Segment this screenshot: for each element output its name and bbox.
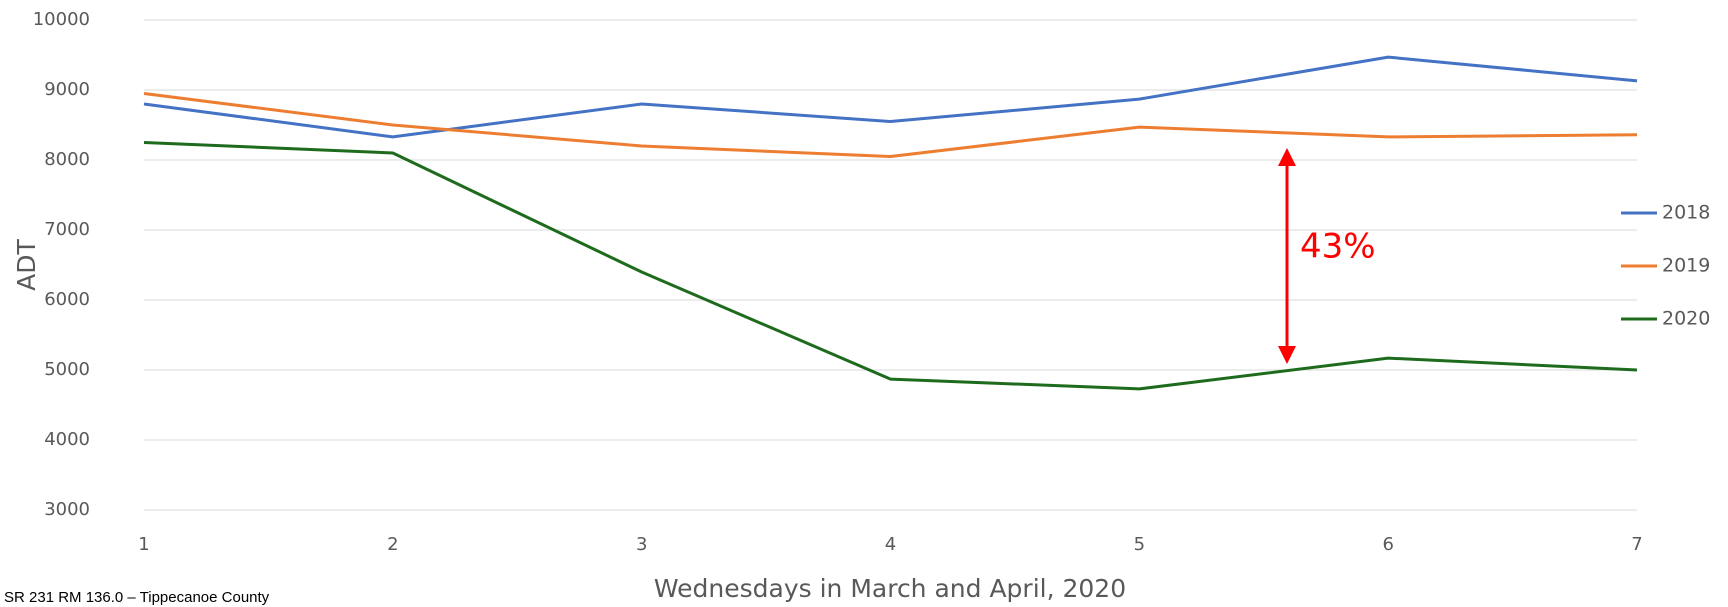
grid: 3000 4000 5000 6000 7000 8000 9000 10000 1 2 3 4 5 6 7	[33, 9, 1643, 555]
y-tick-label: 4000	[44, 429, 90, 450]
x-axis-label: Wednesdays in March and April, 2020	[654, 574, 1126, 603]
annotation-arrow	[1278, 148, 1296, 364]
x-tick-label: 5	[1134, 534, 1145, 555]
series-line	[143, 141, 1638, 391]
y-tick-label: 7000	[44, 219, 90, 240]
y-tick-label: 10000	[33, 9, 90, 30]
series-line	[143, 55, 1638, 139]
legend-label: 2018	[1662, 202, 1710, 224]
x-tick-label: 1	[138, 534, 149, 555]
series-line	[143, 92, 1638, 158]
y-tick-label: 9000	[44, 79, 90, 100]
arrow-head	[1278, 148, 1296, 166]
arrow-head	[1278, 346, 1296, 364]
series	[143, 55, 1638, 391]
x-tick-label: 3	[636, 534, 647, 555]
x-tick-label: 2	[387, 534, 398, 555]
x-tick-label: 7	[1631, 534, 1642, 555]
legend-label: 2020	[1662, 308, 1710, 330]
y-tick-label: 8000	[44, 149, 90, 170]
y-tick-label: 5000	[44, 359, 90, 380]
annotation: 43%	[1300, 227, 1376, 267]
y-tick-label: 3000	[44, 499, 90, 520]
footnote: SR 231 RM 136.0 – Tippecanoe County	[4, 589, 270, 606]
legend-label: 2019	[1662, 255, 1710, 277]
legend: 2018 2019 2020	[1621, 202, 1710, 330]
y-axis-label: ADT	[12, 238, 41, 290]
x-tick-label: 4	[885, 534, 896, 555]
y-tick-label: 6000	[44, 289, 90, 310]
x-tick-label: 6	[1382, 534, 1393, 555]
